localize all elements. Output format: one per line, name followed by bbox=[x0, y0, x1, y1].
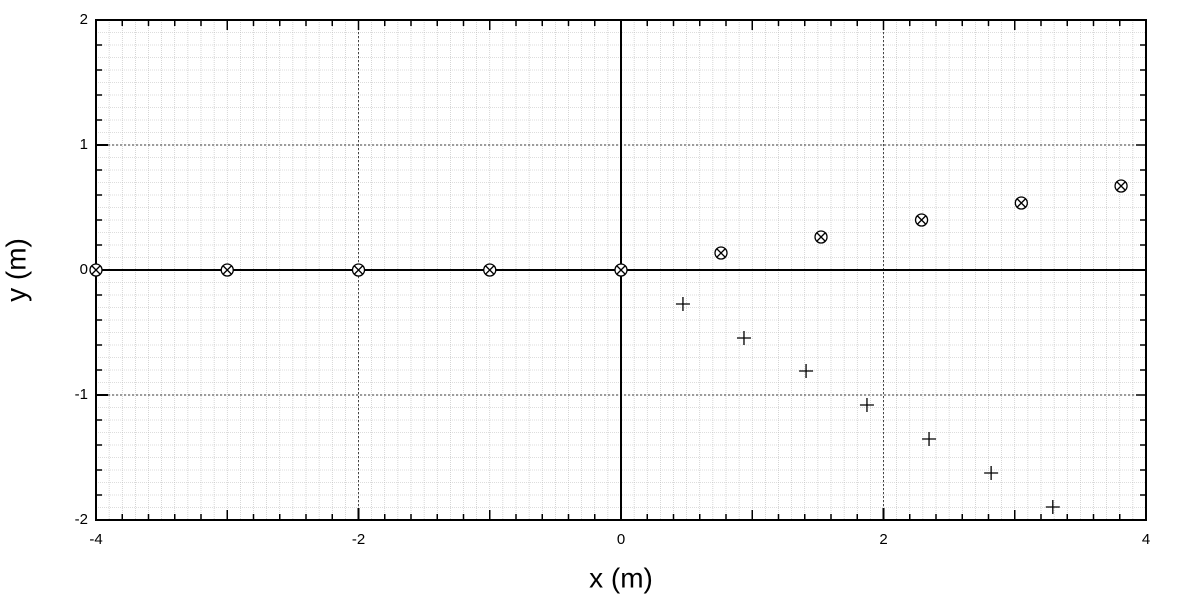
y-tick-label: 1 bbox=[80, 136, 88, 153]
data-point bbox=[220, 263, 234, 277]
marker-cross bbox=[917, 215, 927, 225]
x-tick-label: -2 bbox=[352, 531, 365, 548]
marker-cross bbox=[222, 265, 232, 275]
marker-plus bbox=[1045, 500, 1060, 514]
marker-plus bbox=[736, 331, 751, 345]
marker-cross bbox=[91, 265, 101, 275]
x-tick-label: -4 bbox=[89, 531, 102, 548]
data-point bbox=[799, 364, 814, 378]
marker-plus bbox=[984, 466, 999, 480]
marker-cross bbox=[816, 232, 826, 242]
data-point bbox=[89, 263, 103, 277]
data-point bbox=[914, 213, 929, 227]
data-point bbox=[614, 263, 628, 277]
x-axis-title: x (m) bbox=[589, 562, 653, 593]
marker-plus bbox=[799, 364, 814, 378]
y-axis-title: y (m) bbox=[0, 238, 31, 302]
data-point bbox=[675, 297, 690, 311]
x-tick-label: 0 bbox=[617, 531, 625, 548]
data-point bbox=[1045, 500, 1060, 514]
marker-plus bbox=[859, 398, 874, 412]
y-tick-label: 0 bbox=[80, 261, 88, 278]
marker-cross bbox=[1016, 198, 1026, 208]
x-tick-label: 4 bbox=[1142, 531, 1150, 548]
data-point bbox=[736, 331, 751, 345]
data-point bbox=[483, 263, 497, 277]
marker-cross bbox=[616, 265, 626, 275]
data-point bbox=[859, 398, 874, 412]
marker-cross bbox=[485, 265, 495, 275]
y-tick-label: -2 bbox=[75, 511, 88, 528]
marker-cross bbox=[1116, 181, 1126, 191]
data-point bbox=[922, 432, 937, 446]
marker-cross bbox=[354, 265, 363, 275]
marker-plus bbox=[675, 297, 690, 311]
y-tick-label: -1 bbox=[75, 386, 88, 403]
data-point bbox=[351, 263, 366, 277]
data-point bbox=[1014, 196, 1028, 210]
x-tick-label: 2 bbox=[879, 531, 887, 548]
marker-plus bbox=[922, 432, 937, 446]
data-point bbox=[714, 246, 728, 260]
y-tick-label: 2 bbox=[80, 11, 88, 28]
marker-cross bbox=[716, 248, 726, 258]
data-point bbox=[1114, 179, 1128, 193]
data-point bbox=[814, 230, 828, 244]
data-point bbox=[984, 466, 999, 480]
